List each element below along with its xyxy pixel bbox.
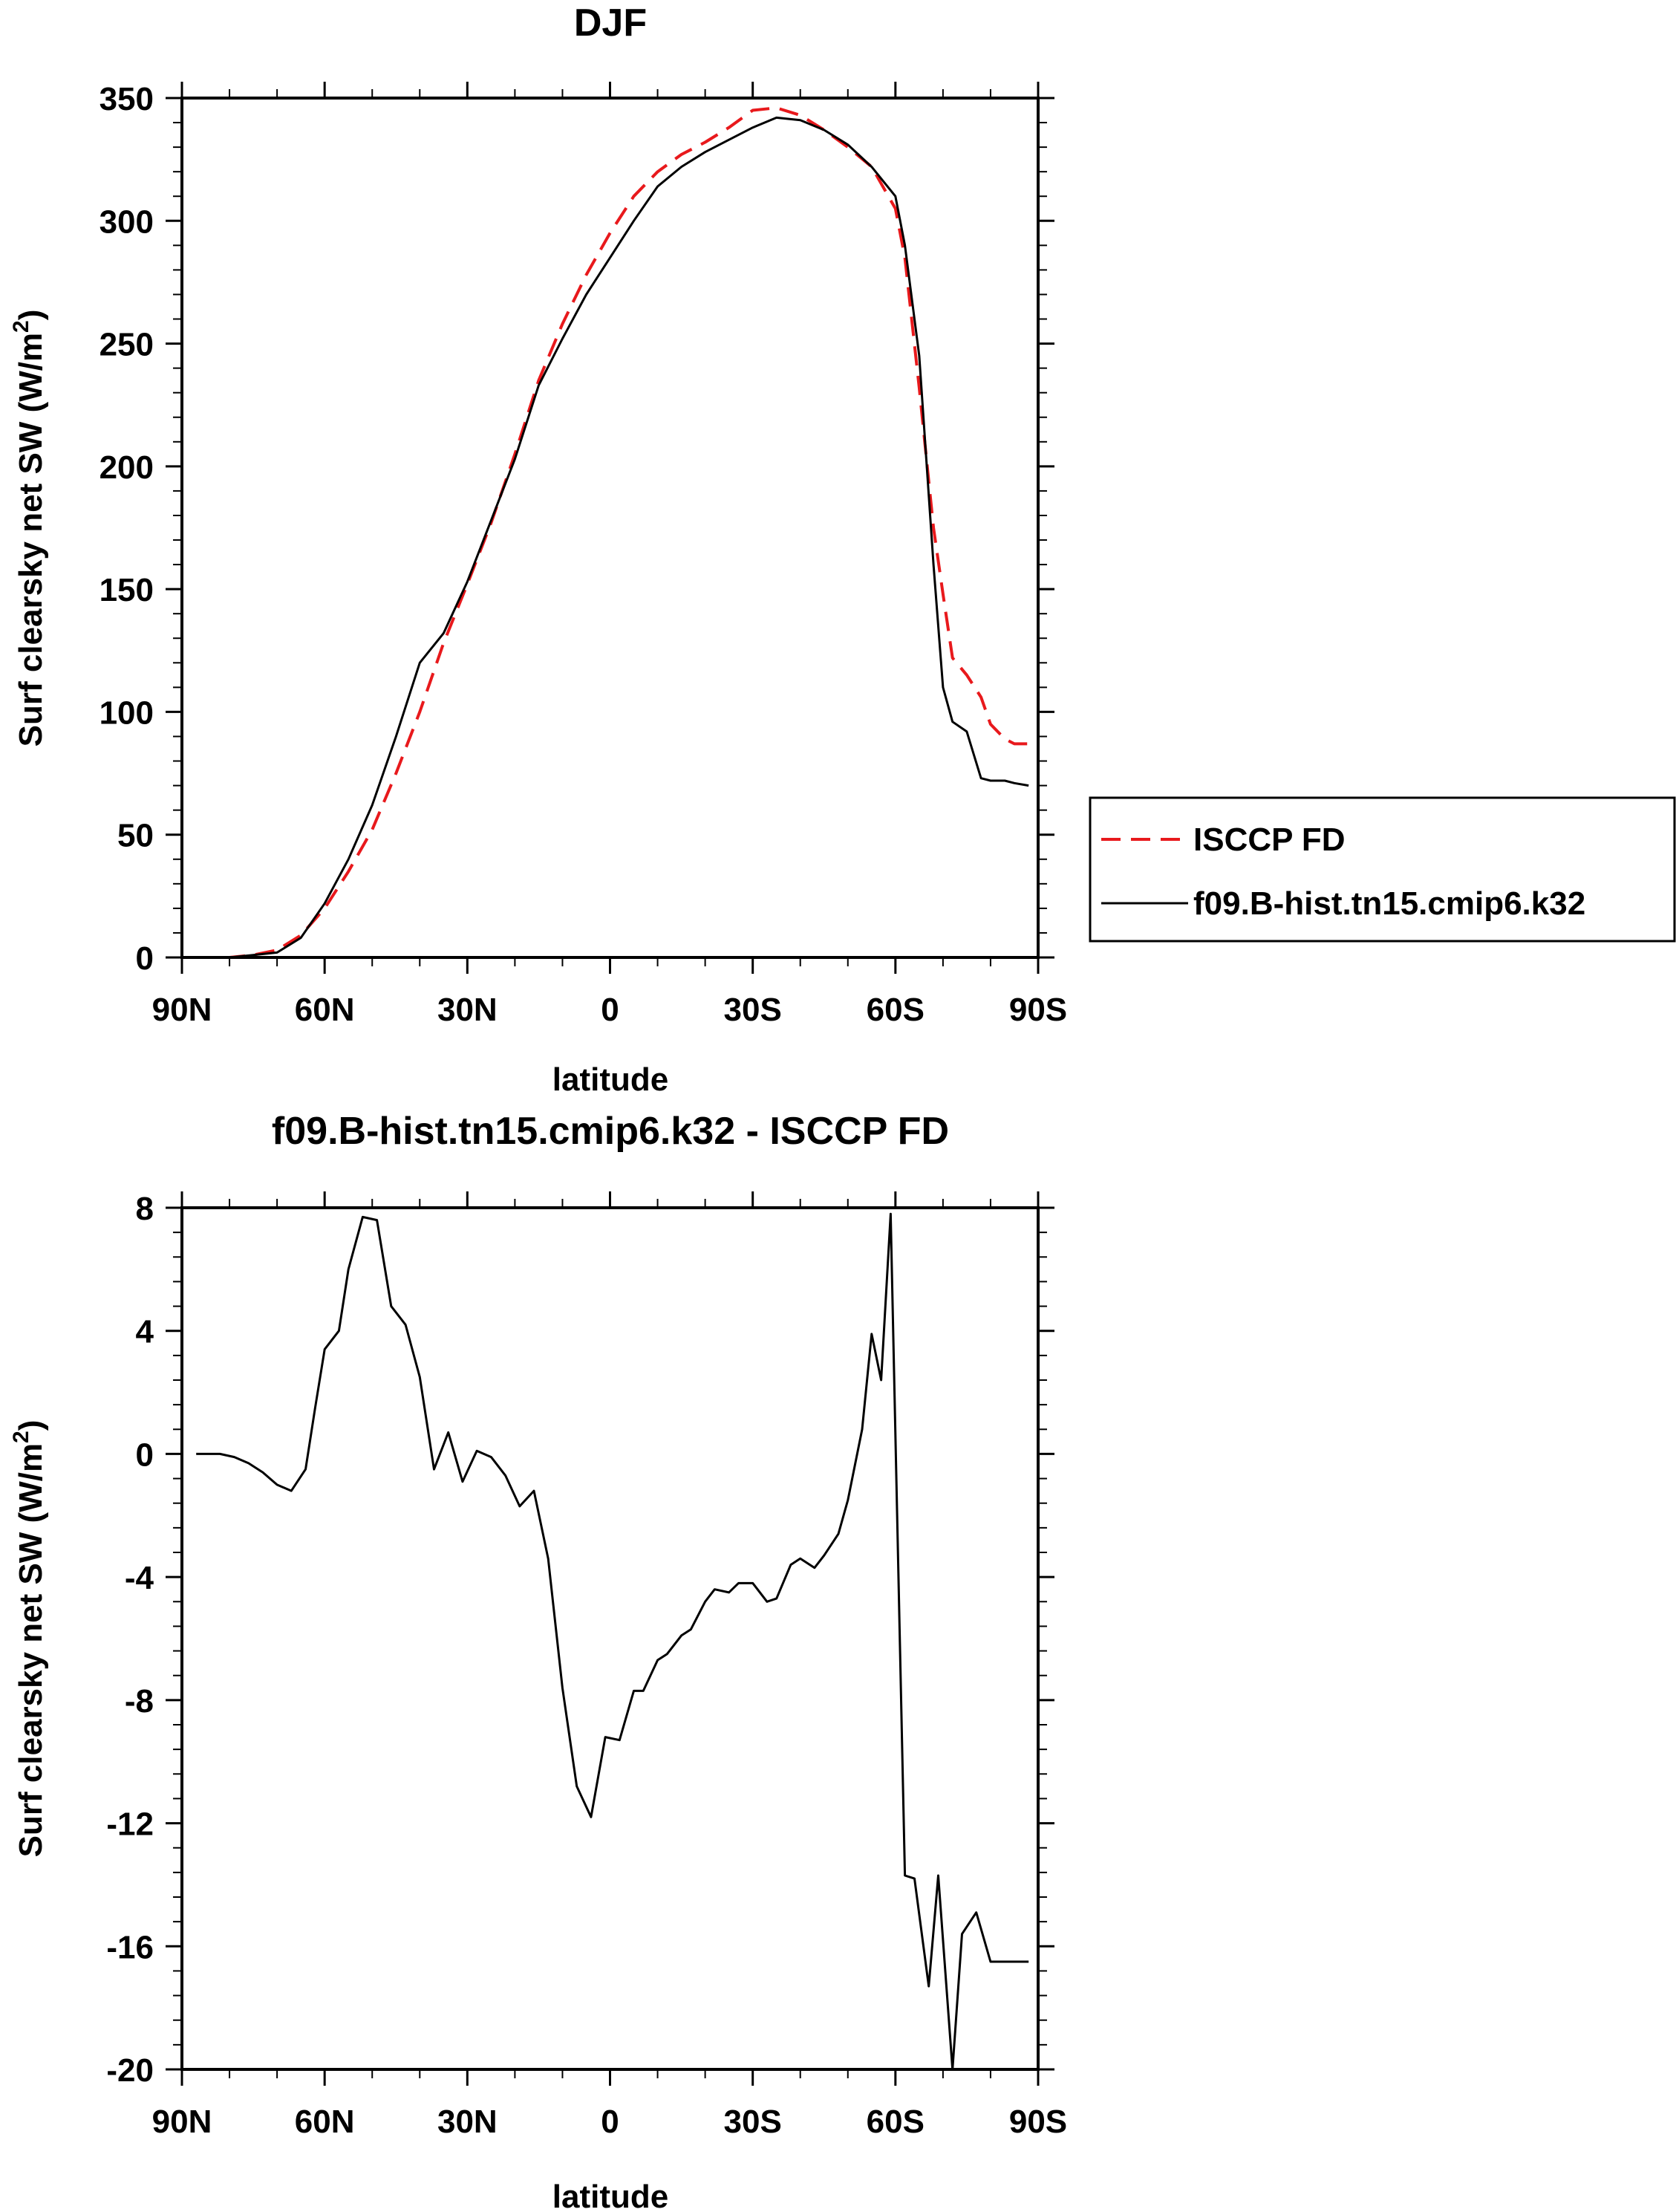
- bottom-y-tick-label: 4: [136, 1314, 154, 1350]
- top-x-tick-label: 30S: [724, 992, 782, 1028]
- top-x-tick-label: 90N: [152, 992, 212, 1028]
- bottom-y-tick-label: 0: [136, 1437, 154, 1473]
- top-y-axis-label: Surf clearsky net SW (W/m2): [9, 310, 49, 747]
- legend-label-isccp: ISCCP FD: [1193, 822, 1346, 858]
- bottom-panel: f09.B-hist.tn15.cmip6.k32 - ISCCP FD -20…: [9, 1110, 1067, 2212]
- top-y-tick-label: 150: [100, 572, 154, 608]
- top-x-tick-label: 0: [601, 992, 619, 1028]
- top-panel: DJF 0 50 100 150 200 250 300 350 90N 60N 30N 0 30S 6…: [9, 1, 1067, 1098]
- bottom-x-tick-label: 30N: [437, 2104, 498, 2140]
- bottom-y-tick-label: -4: [125, 1560, 154, 1596]
- top-x-tick-label: 90S: [1009, 992, 1067, 1028]
- bottom-y-tick-label: 8: [136, 1191, 154, 1227]
- top-y-tick-label: 50: [117, 818, 154, 854]
- bottom-series-line-0: [196, 1212, 1029, 2071]
- bottom-x-tick-label: 90S: [1009, 2104, 1067, 2140]
- bottom-y-tick-label: -16: [106, 1929, 154, 1965]
- bottom-x-tick-label: 0: [601, 2104, 619, 2140]
- bottom-x-tick-label: 30S: [724, 2104, 782, 2140]
- top-x-tick-label: 60N: [295, 992, 355, 1028]
- top-y-tick-label: 100: [100, 694, 154, 731]
- top-series-line-1: [196, 116, 1029, 959]
- top-y-tick-label: 0: [136, 940, 154, 977]
- top-plot-frame: [180, 97, 1040, 959]
- bottom-x-tick-label: 60S: [867, 2104, 925, 2140]
- bottom-x-axis-label: latitude: [552, 2179, 668, 2212]
- top-y-tick-label: 300: [100, 204, 154, 240]
- bottom-y-tick-label: -20: [106, 2052, 154, 2089]
- bottom-y-tick-label: -12: [106, 1806, 154, 1843]
- bottom-y-tick-label: -8: [125, 1683, 154, 1720]
- legend-box: [1089, 796, 1676, 943]
- top-series-line-0: [196, 106, 1029, 959]
- bottom-plot-frame: [180, 1206, 1040, 2071]
- legend-label-model: f09.B-hist.tn15.cmip6.k32: [1193, 885, 1585, 922]
- top-chart-title: DJF: [574, 1, 647, 45]
- legend: ISCCP FD f09.B-hist.tn15.cmip6.k32: [1089, 796, 1676, 943]
- bottom-x-tick-label: 60N: [295, 2104, 355, 2140]
- top-y-tick-label: 200: [100, 449, 154, 486]
- top-x-tick-label: 60S: [867, 992, 925, 1028]
- top-x-tick-label: 30N: [437, 992, 498, 1028]
- bottom-x-tick-label: 90N: [152, 2104, 212, 2140]
- top-y-tick-label: 250: [100, 327, 154, 363]
- bottom-chart-title: f09.B-hist.tn15.cmip6.k32 - ISCCP FD: [272, 1110, 949, 1153]
- bottom-y-axis-label: Surf clearsky net SW (W/m2): [9, 1420, 49, 1858]
- top-y-tick-label: 350: [100, 81, 154, 117]
- top-x-axis-label: latitude: [552, 1061, 668, 1098]
